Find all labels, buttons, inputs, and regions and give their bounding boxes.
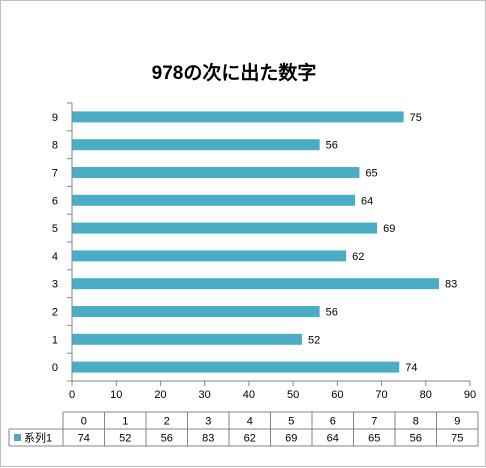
table-value-cell: 62 — [244, 433, 256, 445]
bar — [72, 222, 378, 234]
table-value-cell: 56 — [410, 433, 422, 445]
table-header-cell: 3 — [205, 416, 211, 428]
table-value-cell: 65 — [368, 433, 380, 445]
table-value-cell: 83 — [202, 433, 214, 445]
y-tick-label: 2 — [52, 307, 58, 319]
x-tick-label: 70 — [375, 389, 387, 401]
bar — [72, 278, 440, 290]
table-value-cell: 56 — [161, 433, 173, 445]
data-label: 75 — [410, 112, 422, 124]
bar — [72, 361, 400, 373]
data-label: 64 — [361, 195, 373, 207]
y-tick-label: 9 — [52, 112, 58, 124]
x-tick-label: 30 — [199, 389, 211, 401]
y-tick-label: 3 — [52, 279, 58, 291]
y-tick-label: 1 — [52, 334, 58, 346]
x-tick-label: 50 — [287, 389, 299, 401]
y-tick-label: 8 — [52, 140, 58, 152]
y-tick-label: 5 — [52, 223, 58, 235]
bar — [72, 306, 320, 317]
table-header-cell: 8 — [413, 416, 419, 428]
data-label: 69 — [383, 223, 395, 235]
table-header-cell: 0 — [81, 416, 87, 428]
data-label: 56 — [326, 140, 338, 152]
data-label: 62 — [352, 251, 364, 263]
x-tick-label: 80 — [420, 389, 432, 401]
y-tick-label: 4 — [52, 251, 58, 263]
data-label: 74 — [405, 362, 417, 374]
table-header-cell: 5 — [288, 416, 294, 428]
chart-title: 978の次に出た数字 — [152, 61, 317, 84]
table-value-cell: 69 — [285, 433, 297, 445]
x-tick-label: 10 — [110, 389, 122, 401]
bar — [72, 111, 404, 123]
bar — [72, 250, 347, 262]
table-header-cell: 1 — [122, 416, 128, 428]
table-header-cell: 9 — [454, 416, 460, 428]
table-value-cell: 52 — [119, 433, 131, 445]
table-header-cell: 6 — [330, 416, 336, 428]
bar — [72, 333, 302, 345]
y-tick-label: 7 — [52, 168, 58, 180]
x-tick-label: 40 — [243, 389, 255, 401]
table-value-cell: 64 — [327, 433, 339, 445]
data-label: 52 — [308, 334, 320, 346]
legend-key — [14, 434, 21, 441]
x-tick-label: 0 — [69, 389, 75, 401]
table-header-cell: 4 — [247, 416, 253, 428]
table-header-cell: 2 — [164, 416, 170, 428]
data-label: 56 — [326, 307, 338, 319]
bar — [72, 139, 320, 151]
data-label: 83 — [445, 279, 457, 291]
y-tick-label: 6 — [52, 195, 58, 207]
x-tick-label: 60 — [331, 389, 343, 401]
x-tick-label: 20 — [154, 389, 166, 401]
table-value-cell: 75 — [451, 433, 463, 445]
data-label: 65 — [365, 168, 377, 180]
series-name: 系列1 — [24, 431, 52, 445]
x-tick-label: 90 — [464, 389, 476, 401]
bar — [72, 167, 360, 178]
bar — [72, 194, 356, 206]
table-header-cell: 7 — [371, 416, 377, 428]
y-tick-label: 0 — [52, 362, 58, 374]
table-value-cell: 74 — [78, 433, 90, 445]
